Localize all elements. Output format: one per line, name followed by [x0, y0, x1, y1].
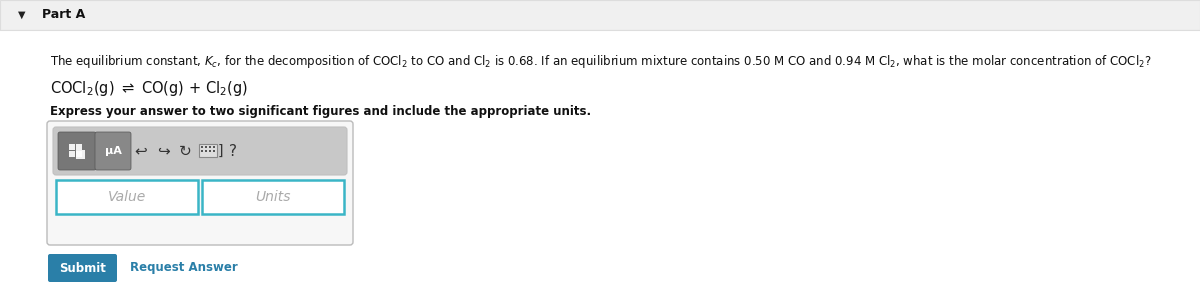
FancyBboxPatch shape: [209, 146, 211, 148]
FancyBboxPatch shape: [76, 151, 82, 157]
FancyBboxPatch shape: [214, 150, 215, 152]
FancyBboxPatch shape: [53, 127, 347, 175]
Text: Request Answer: Request Answer: [130, 261, 238, 275]
FancyBboxPatch shape: [47, 121, 353, 245]
Text: Part A: Part A: [42, 9, 85, 22]
FancyBboxPatch shape: [202, 150, 203, 152]
FancyBboxPatch shape: [56, 180, 198, 214]
Text: µA: µA: [104, 146, 121, 156]
Text: ↻: ↻: [179, 143, 191, 158]
FancyBboxPatch shape: [199, 144, 217, 157]
FancyBboxPatch shape: [95, 132, 131, 170]
FancyBboxPatch shape: [70, 151, 74, 157]
FancyBboxPatch shape: [76, 150, 85, 159]
Text: COCl$_2$(g) $\rightleftharpoons$ CO(g) + Cl$_2$(g): COCl$_2$(g) $\rightleftharpoons$ CO(g) +…: [50, 78, 248, 98]
Text: ?: ?: [229, 143, 238, 158]
FancyBboxPatch shape: [214, 146, 215, 148]
FancyBboxPatch shape: [205, 150, 208, 152]
FancyBboxPatch shape: [48, 254, 118, 282]
Text: Express your answer to two significant figures and include the appropriate units: Express your answer to two significant f…: [50, 105, 592, 119]
FancyBboxPatch shape: [58, 132, 96, 170]
Text: ↩: ↩: [134, 143, 148, 158]
Text: Units: Units: [256, 190, 290, 204]
FancyBboxPatch shape: [205, 146, 208, 148]
Text: ↪: ↪: [157, 143, 169, 158]
FancyBboxPatch shape: [70, 144, 74, 150]
Text: The equilibrium constant, $K_c$, for the decomposition of COCl$_2$ to CO and Cl$: The equilibrium constant, $K_c$, for the…: [50, 54, 1152, 71]
FancyBboxPatch shape: [202, 180, 344, 214]
Text: Submit: Submit: [59, 261, 106, 275]
FancyBboxPatch shape: [0, 30, 1200, 304]
FancyBboxPatch shape: [76, 144, 82, 150]
Text: Value: Value: [108, 190, 146, 204]
FancyBboxPatch shape: [202, 146, 203, 148]
Text: ▼: ▼: [18, 10, 25, 20]
Text: ]: ]: [217, 144, 223, 158]
FancyBboxPatch shape: [0, 0, 1200, 30]
FancyBboxPatch shape: [209, 150, 211, 152]
